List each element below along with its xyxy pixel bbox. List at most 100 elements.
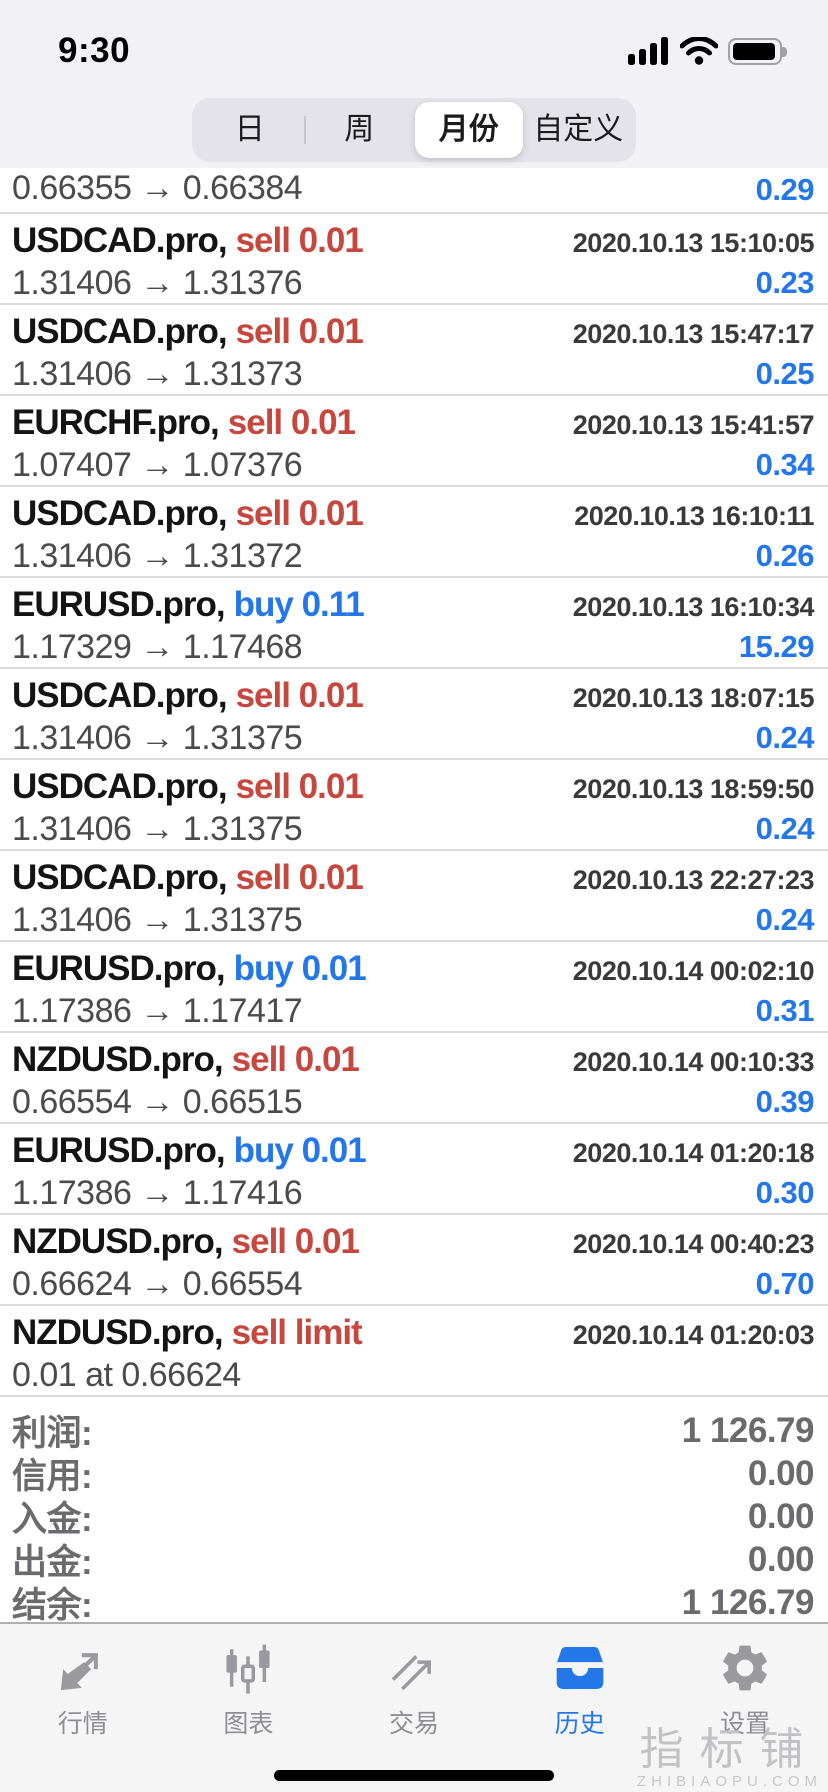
summary-value: 0.00 [747, 1539, 815, 1579]
trade-title: USDCAD.pro, sell 0.01 [12, 221, 364, 261]
watermark: 指标铺 ZHIBIAOPU.COM [637, 1713, 822, 1790]
segment-1[interactable]: 周 [344, 113, 375, 146]
trade-action: sell 0.01 [231, 1222, 360, 1261]
trade-profit: 0.30 [755, 1175, 815, 1210]
battery-icon [728, 37, 787, 65]
trade-row[interactable]: EURCHF.pro, sell 0.01 2020.10.13 15:41:57… [0, 396, 828, 487]
trade-datetime: 2020.10.13 16:10:11 [574, 501, 814, 531]
trade-row[interactable]: EURUSD.pro, buy 0.01 2020.10.14 00:02:10 … [0, 942, 828, 1033]
trade-symbol: USDCAD.pro, [12, 676, 228, 715]
summary-value: 0.00 [747, 1496, 815, 1536]
trade-symbol: USDCAD.pro, [12, 312, 228, 351]
trade-datetime: 2020.10.13 15:47:17 [572, 319, 815, 349]
trade-datetime: 2020.10.13 16:10:34 [572, 592, 815, 622]
summary-label: 出金: [12, 1543, 93, 1582]
tab-label: 设置 [720, 1710, 771, 1738]
trade-datetime: 2020.10.14 01:20:03 [572, 1320, 815, 1350]
trade-symbol: EURCHF.pro, [12, 403, 220, 442]
tab-history[interactable]: 历史 [497, 1624, 663, 1792]
trade-action: buy 0.01 [233, 1131, 367, 1170]
tab-label: 行情 [57, 1710, 108, 1738]
trade-action: sell 0.01 [227, 403, 356, 442]
trade-prices: 1.17386 → 1.17417 [12, 991, 303, 1030]
summary-label: 利润: [12, 1414, 93, 1453]
account-summary: 利润: 1 126.79 信用: 0.00 入金: 0.00 出金: 0.00 … [0, 1397, 828, 1626]
tab-label: 交易 [388, 1710, 439, 1738]
segment-2[interactable]: 月份 [415, 102, 523, 158]
segment-3[interactable]: 自定义 [533, 113, 624, 146]
summary-label: 结余: [12, 1586, 93, 1625]
trade-row[interactable]: EURUSD.pro, buy 0.11 2020.10.13 16:10:34 … [0, 578, 828, 669]
tab-trade[interactable]: 交易 [331, 1624, 497, 1792]
trade-title: USDCAD.pro, sell 0.01 [12, 676, 364, 716]
trade-datetime: 2020.10.13 22:27:23 [572, 865, 815, 895]
trade-symbol: EURUSD.pro, [12, 949, 226, 988]
trade-datetime: 2020.10.13 15:10:05 [572, 228, 815, 258]
trade-prices: 1.31406 → 1.31376 [12, 263, 303, 302]
trade-profit: 15.29 [738, 629, 815, 664]
trade-profit: 0.29 [755, 172, 815, 207]
home-indicator[interactable] [274, 1770, 554, 1781]
tab-settings[interactable]: 设置 [662, 1624, 828, 1792]
trade-profit: 0.31 [755, 993, 815, 1028]
trade-action: sell 0.01 [235, 312, 364, 351]
trade-datetime: 2020.10.14 01:20:18 [572, 1138, 815, 1168]
trade-prices: 1.07407 → 1.07376 [12, 445, 303, 484]
trade-symbol: USDCAD.pro, [12, 858, 228, 897]
trade-action: sell 0.01 [235, 858, 364, 897]
trade-symbol: EURUSD.pro, [12, 585, 226, 624]
trade-symbol: USDCAD.pro, [12, 494, 228, 533]
trade-row[interactable]: NZDUSD.pro, sell 0.01 2020.10.14 00:40:23… [0, 1215, 828, 1306]
trade-profit: 0.26 [755, 538, 815, 573]
tab-charts[interactable]: 图表 [166, 1624, 332, 1792]
settings-gear-icon [723, 1645, 767, 1691]
trade-row[interactable]: USDCAD.pro, sell 0.01 2020.10.13 15:47:17… [0, 305, 828, 396]
trade-datetime: 2020.10.14 00:02:10 [572, 956, 815, 986]
summary-row: 信用: 0.00 [12, 1452, 815, 1497]
trade-row[interactable]: NZDUSD.pro, sell 0.01 2020.10.14 00:10:33… [0, 1033, 828, 1124]
trade-title: EURUSD.pro, buy 0.01 [12, 1131, 367, 1171]
trade-datetime: 2020.10.14 00:10:33 [572, 1047, 815, 1077]
trade-row[interactable]: USDCAD.pro, sell 0.01 2020.10.13 18:59:50… [0, 760, 828, 851]
trade-profit: 0.24 [755, 720, 815, 755]
trade-prices: 0.66624 → 0.66554 [12, 1264, 303, 1303]
trade-row-partial[interactable]: 0.66355 → 0.66384 0.29 [0, 168, 828, 214]
trade-row[interactable]: NZDUSD.pro, sell limit 2020.10.14 01:20:0… [0, 1306, 828, 1397]
trade-row[interactable]: EURUSD.pro, buy 0.01 2020.10.14 01:20:18 … [0, 1124, 828, 1215]
trade-title: USDCAD.pro, sell 0.01 [12, 312, 364, 352]
tab-quotes[interactable]: 行情 [0, 1624, 166, 1792]
trade-symbol: NZDUSD.pro, [12, 1313, 224, 1352]
trade-action: buy 0.01 [233, 949, 367, 988]
segment-0[interactable]: 日 [234, 113, 265, 146]
trade-prices: 1.31406 → 1.31372 [12, 536, 303, 575]
trade-title: USDCAD.pro, sell 0.01 [12, 858, 364, 898]
trade-profit: 0.39 [755, 1084, 815, 1119]
trade-profit: 0.25 [755, 356, 815, 391]
trade-action: sell limit [231, 1313, 363, 1352]
trade-row[interactable]: USDCAD.pro, sell 0.01 2020.10.13 15:10:05… [0, 214, 828, 305]
trade-action: sell 0.01 [235, 676, 364, 715]
tab-label: 图表 [223, 1710, 274, 1738]
trade-profit: 0.24 [755, 811, 815, 846]
trade-action: sell 0.01 [235, 494, 364, 533]
summary-row: 利润: 1 126.79 [12, 1409, 815, 1454]
wifi-icon [680, 37, 718, 65]
trade-list: 0.66355 → 0.66384 0.29 USDCAD.pro, sell 0… [0, 168, 828, 1397]
summary-label: 入金: [12, 1500, 93, 1539]
summary-value: 0.00 [747, 1453, 815, 1493]
trade-row[interactable]: USDCAD.pro, sell 0.01 2020.10.13 16:10:11… [0, 487, 828, 578]
trade-symbol: USDCAD.pro, [12, 767, 228, 806]
trade-datetime: 2020.10.14 00:40:23 [572, 1229, 815, 1259]
trade-profit: 0.70 [755, 1266, 815, 1301]
summary-value: 1 126.79 [681, 1410, 815, 1450]
trade-row[interactable]: USDCAD.pro, sell 0.01 2020.10.13 22:27:23… [0, 851, 828, 942]
trade-action: sell 0.01 [235, 767, 364, 806]
trade-title: EURUSD.pro, buy 0.11 [12, 585, 365, 625]
trade-action: sell 0.01 [231, 1040, 360, 1079]
trade-row[interactable]: USDCAD.pro, sell 0.01 2020.10.13 18:07:15… [0, 669, 828, 760]
trade-symbol: USDCAD.pro, [12, 221, 228, 260]
trade-prices: 1.31406 → 1.31375 [12, 809, 303, 848]
history-tray-icon [556, 1647, 603, 1689]
trade-datetime: 2020.10.13 18:59:50 [572, 774, 815, 804]
